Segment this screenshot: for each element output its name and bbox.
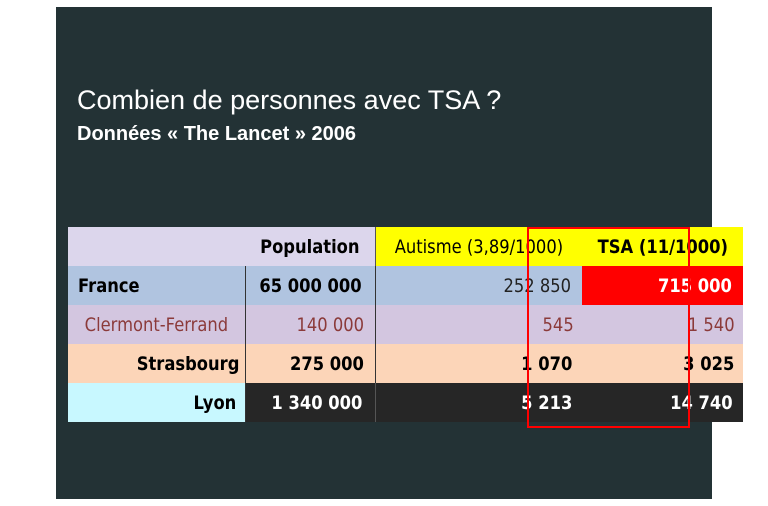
tsa-cell: 715 000	[581, 266, 744, 305]
row-label: Clermont-Ferrand	[68, 305, 246, 344]
header-autisme: Autisme (3,89/1000)	[375, 227, 582, 266]
autisme-cell: 1 070	[375, 344, 582, 383]
table-row: Lyon 1 340 000 5 213 14 740	[68, 383, 744, 422]
table-header-row: Population Autisme (3,89/1000) TSA (11/1…	[68, 227, 744, 266]
row-label: France	[68, 266, 246, 305]
header-tsa: TSA (11/1000)	[581, 227, 744, 266]
autisme-cell: 5 213	[375, 383, 582, 422]
header-population: Population	[245, 227, 376, 266]
slide-subtitle: Données « The Lancet » 2006	[77, 123, 357, 145]
population-cell: 275 000	[245, 344, 376, 383]
slide-title: Combien de personnes avec TSA ?	[77, 85, 502, 115]
data-table: Population Autisme (3,89/1000) TSA (11/1…	[68, 227, 744, 422]
table-row: Strasbourg 275 000 1 070 3 025	[68, 344, 744, 383]
tsa-cell: 1 540	[581, 305, 744, 344]
table-row: France 65 000 000 252 850 715 000	[68, 266, 744, 305]
row-label: Strasbourg	[68, 344, 246, 383]
header-empty-cell	[68, 227, 246, 266]
population-cell: 140 000	[245, 305, 376, 344]
tsa-cell: 14 740	[581, 383, 744, 422]
tsa-cell: 3 025	[581, 344, 744, 383]
autisme-cell: 545	[375, 305, 582, 344]
population-cell: 65 000 000	[245, 266, 376, 305]
slide: Combien de personnes avec TSA ? Données …	[56, 7, 744, 499]
autisme-cell: 252 850	[375, 266, 582, 305]
row-label: Lyon	[68, 383, 246, 422]
population-cell: 1 340 000	[245, 383, 376, 422]
table-row: Clermont-Ferrand 140 000 545 1 540	[68, 305, 744, 344]
